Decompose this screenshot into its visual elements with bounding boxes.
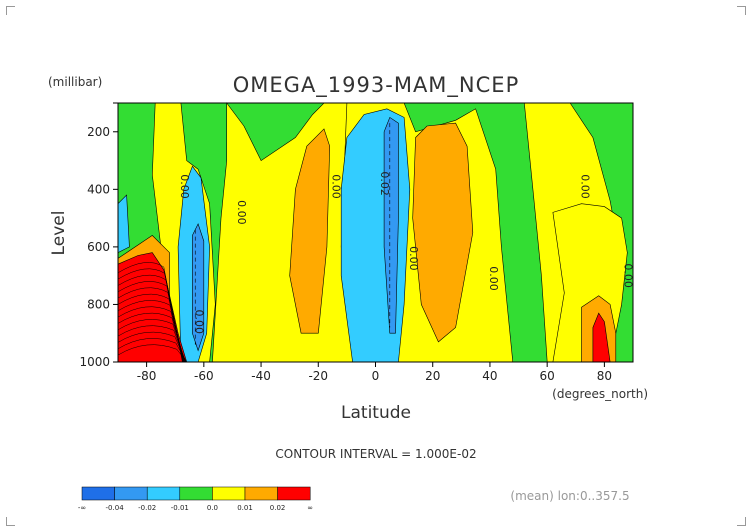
legend-swatch — [81, 486, 115, 501]
contour-line — [117, 338, 187, 363]
contour-label: 0.00 — [487, 266, 500, 291]
x-tick-label: -60 — [194, 369, 214, 383]
contour-line — [117, 344, 187, 363]
contour-field — [117, 102, 633, 363]
x-tick-label: 60 — [540, 369, 555, 383]
contour-line — [117, 331, 187, 363]
y-tick-label: 600 — [87, 240, 110, 254]
field-region-red-2 — [592, 312, 611, 363]
x-tick-label: -20 — [308, 369, 328, 383]
field-band-blue-2 — [383, 116, 399, 334]
contour-line — [117, 262, 183, 363]
legend-label: -0.01 — [171, 504, 189, 512]
x-tick-label: 80 — [597, 369, 612, 383]
contour-label: 0.00 — [235, 200, 248, 225]
contour-line — [117, 319, 186, 363]
y-tick-label: 400 — [87, 182, 110, 196]
legend-swatch — [179, 486, 213, 501]
x-axis-label: Latitude — [341, 403, 411, 423]
field-band-cyan-2 — [340, 108, 411, 363]
y-tick-label: 1000 — [79, 355, 110, 369]
contour-line — [117, 268, 183, 363]
x-tick-label: 20 — [425, 369, 440, 383]
contour-line — [117, 300, 185, 363]
legend-label: -0.04 — [106, 504, 125, 512]
contour-label: 0.00 — [407, 246, 420, 271]
legend-label: 0.01 — [237, 504, 253, 512]
x-tick-label: -80 — [137, 369, 157, 383]
field-band-blue-1 — [192, 223, 205, 352]
x-tick-label: -40 — [251, 369, 271, 383]
legend-swatch — [146, 486, 181, 501]
unit-label: (millibar) — [48, 75, 102, 89]
y-axis-label: Level — [49, 211, 69, 256]
contour-line — [117, 293, 185, 363]
contour-line — [117, 325, 187, 363]
y-axis-ticks: 200 400 600 800 1000 — [79, 102, 118, 369]
legend-label: 0.0 — [207, 504, 218, 512]
contour-label: 0.00 — [192, 309, 205, 334]
field-blob-orange-2 — [412, 122, 474, 343]
y-tick-label: 800 — [87, 297, 110, 311]
legend-swatch — [244, 486, 278, 501]
chart-title: OMEGA_1993-MAM_NCEP — [233, 73, 519, 98]
contour-label: 0.00 — [178, 174, 191, 199]
contour-label: 0.00 — [621, 263, 634, 288]
x-tick-label: 0 — [372, 369, 380, 383]
field-blob-orange-1 — [289, 128, 331, 334]
contour-labels: 0.00 0.00 0.00 0.02 0.00 0.00 0.00 0.00 0.00 — [178, 171, 634, 334]
contour-line — [117, 274, 184, 363]
x-axis-ticks: -80 -60 -40 -20 0 20 40 60 80 — [137, 362, 612, 383]
corner-mark-br — [737, 517, 746, 526]
legend-label: ∞ — [307, 504, 313, 512]
contour-line — [117, 306, 186, 363]
legend-label: 0.02 — [270, 504, 286, 512]
info-text: (mean) lon:0..357.5 — [510, 489, 629, 503]
plot-area: 0.00 0.00 0.00 0.02 0.00 0.00 0.00 0.00 0.00 -80… — [79, 102, 634, 383]
corner-mark-tr — [737, 6, 746, 15]
color-legend: -∞ -0.04 -0.02 -0.01 0.0 0.01 0.02 ∞ — [78, 486, 313, 512]
y-tick-label: 200 — [87, 125, 110, 139]
contour-line — [117, 312, 186, 363]
contour-label: 0.00 — [330, 174, 343, 199]
contour-interval-text: CONTOUR INTERVAL = 1.000E-02 — [275, 447, 476, 461]
legend-swatch — [277, 486, 311, 501]
legend-swatch — [114, 486, 148, 501]
legend-label: -∞ — [78, 504, 86, 512]
x-tick-label: 40 — [482, 369, 497, 383]
legend-label: -0.02 — [138, 504, 156, 512]
contour-line — [117, 281, 184, 363]
x-units-label: (degrees_north) — [552, 387, 648, 401]
corner-mark-bl — [6, 517, 15, 526]
corner-mark-tl — [6, 6, 15, 15]
legend-swatch — [212, 486, 246, 501]
contour-label: 0.00 — [579, 174, 592, 199]
contour-label: 0.02 — [378, 171, 391, 196]
contour-lines — [117, 123, 391, 363]
contour-line — [117, 287, 184, 363]
